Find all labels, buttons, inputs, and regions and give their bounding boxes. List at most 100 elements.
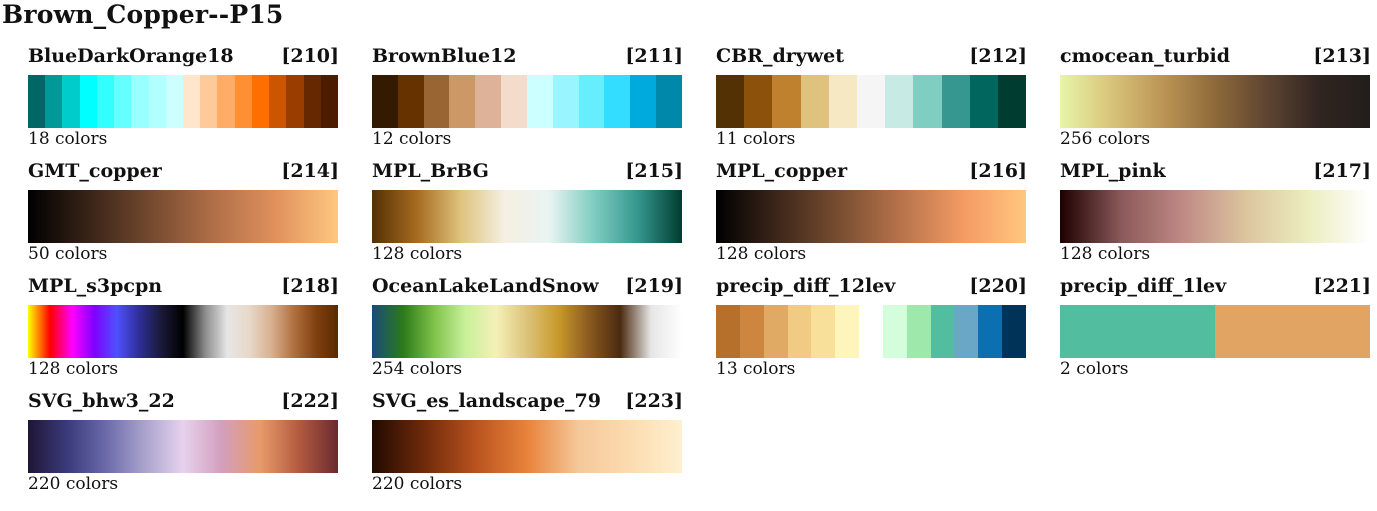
color-cell: [114, 75, 132, 128]
colormap-name: GMT_copper: [28, 160, 162, 182]
colormap-card: CBR_drywet [212] 11 colors: [716, 45, 1027, 160]
colormap-id: [216]: [969, 160, 1027, 182]
colormap-card: MPL_s3pcpn [218] 128 colors: [28, 275, 339, 390]
color-count: 50 colors: [28, 244, 108, 264]
colormap-card: BlueDarkOrange18 [210] 18 colors: [28, 45, 339, 160]
color-cell: [148, 75, 166, 128]
color-cell: [475, 75, 502, 128]
colormap-name: precip_diff_12lev: [716, 275, 896, 297]
colormap-id: [212]: [969, 45, 1027, 67]
colormap-name: BlueDarkOrange18: [28, 45, 234, 67]
color-cell: [941, 75, 970, 128]
colormap-swatch: [372, 420, 682, 473]
color-count: 220 colors: [28, 474, 119, 494]
color-cell: [978, 305, 1003, 358]
color-cell: [449, 75, 476, 128]
colormap-id: [218]: [281, 275, 339, 297]
colormap-card: precip_diff_1lev [221] 2 colors: [1060, 275, 1371, 390]
colormap-swatch: [372, 190, 682, 243]
colormap-swatch: [716, 305, 1026, 358]
color-cell: [859, 305, 883, 358]
color-cell: [501, 75, 527, 128]
color-cell: [552, 75, 579, 128]
colormap-name: cmocean_turbid: [1060, 45, 1231, 67]
color-count: 11 colors: [716, 129, 796, 149]
color-cell: [739, 305, 764, 358]
colormap-swatch: [372, 75, 682, 128]
color-cell: [885, 75, 914, 128]
color-cell: [578, 75, 605, 128]
color-count: 2 colors: [1060, 359, 1129, 379]
color-count: 13 colors: [716, 359, 796, 379]
color-cell: [234, 75, 252, 128]
color-cell: [165, 75, 183, 128]
colormap-swatch: [28, 305, 338, 358]
color-cell: [800, 75, 829, 128]
colormap-name: OceanLakeLandSnow: [372, 275, 599, 297]
colormap-card: MPL_pink [217] 128 colors: [1060, 160, 1371, 275]
colormap-card: SVG_es_landscape_79 [223] 220 colors: [372, 390, 683, 505]
color-cell: [835, 305, 860, 358]
color-cell: [131, 75, 149, 128]
color-cell: [79, 75, 97, 128]
color-cell: [423, 75, 450, 128]
colormap-swatch: [1060, 305, 1370, 358]
color-count: 128 colors: [716, 244, 807, 264]
colormap-id: [215]: [625, 160, 683, 182]
colormap-swatch: [28, 420, 338, 473]
color-cell: [28, 75, 46, 128]
color-cell: [269, 75, 287, 128]
colormap-card: cmocean_turbid [213] 256 colors: [1060, 45, 1371, 160]
color-count: 256 colors: [1060, 129, 1151, 149]
colormap-id: [223]: [625, 390, 683, 412]
color-cell: [526, 75, 553, 128]
color-cell: [372, 75, 398, 128]
color-cell: [811, 305, 836, 358]
color-cell: [913, 75, 942, 128]
color-count: 254 colors: [372, 359, 463, 379]
color-cell: [969, 75, 998, 128]
color-cell: [303, 75, 321, 128]
color-cell: [772, 75, 801, 128]
colormap-name: MPL_copper: [716, 160, 848, 182]
colormap-name: SVG_es_landscape_79: [372, 390, 601, 412]
color-cell: [286, 75, 304, 128]
colormap-name: precip_diff_1lev: [1060, 275, 1227, 297]
color-cell: [397, 75, 424, 128]
colormap-swatch: [1060, 75, 1370, 128]
color-cell: [787, 305, 812, 358]
color-cell: [1002, 305, 1026, 358]
colormap-card: MPL_copper [216] 128 colors: [716, 160, 1027, 275]
colormap-name: SVG_bhw3_22: [28, 390, 175, 412]
colormap-swatch: [1060, 190, 1370, 243]
color-cell: [251, 75, 270, 128]
color-count: 128 colors: [28, 359, 119, 379]
color-cell: [217, 75, 235, 128]
color-cell: [320, 75, 338, 128]
colormap-card: GMT_copper [214] 50 colors: [28, 160, 339, 275]
page-title: Brown_Copper--P15: [2, 0, 284, 29]
colormap-id: [221]: [1313, 275, 1371, 297]
color-cell: [182, 75, 201, 128]
color-count: 18 colors: [28, 129, 108, 149]
color-cell: [45, 75, 63, 128]
colormap-id: [211]: [625, 45, 683, 67]
color-count: 128 colors: [1060, 244, 1151, 264]
color-cell: [96, 75, 115, 128]
colormap-name: MPL_pink: [1060, 160, 1166, 182]
color-cell: [906, 305, 931, 358]
colormap-name: MPL_s3pcpn: [28, 275, 163, 297]
colormap-swatch: [716, 75, 1027, 128]
color-cell: [954, 305, 979, 358]
colormap-card: precip_diff_12lev [220] 13 colors: [716, 275, 1027, 390]
color-cell: [856, 75, 886, 128]
colormap-name: MPL_BrBG: [372, 160, 489, 182]
color-cell: [1215, 305, 1370, 358]
color-cell: [997, 75, 1027, 128]
color-cell: [716, 305, 740, 358]
color-cell: [763, 305, 788, 358]
color-cell: [604, 75, 631, 128]
color-cell: [828, 75, 857, 128]
colormap-swatch: [28, 190, 338, 243]
colormap-name: CBR_drywet: [716, 45, 845, 67]
